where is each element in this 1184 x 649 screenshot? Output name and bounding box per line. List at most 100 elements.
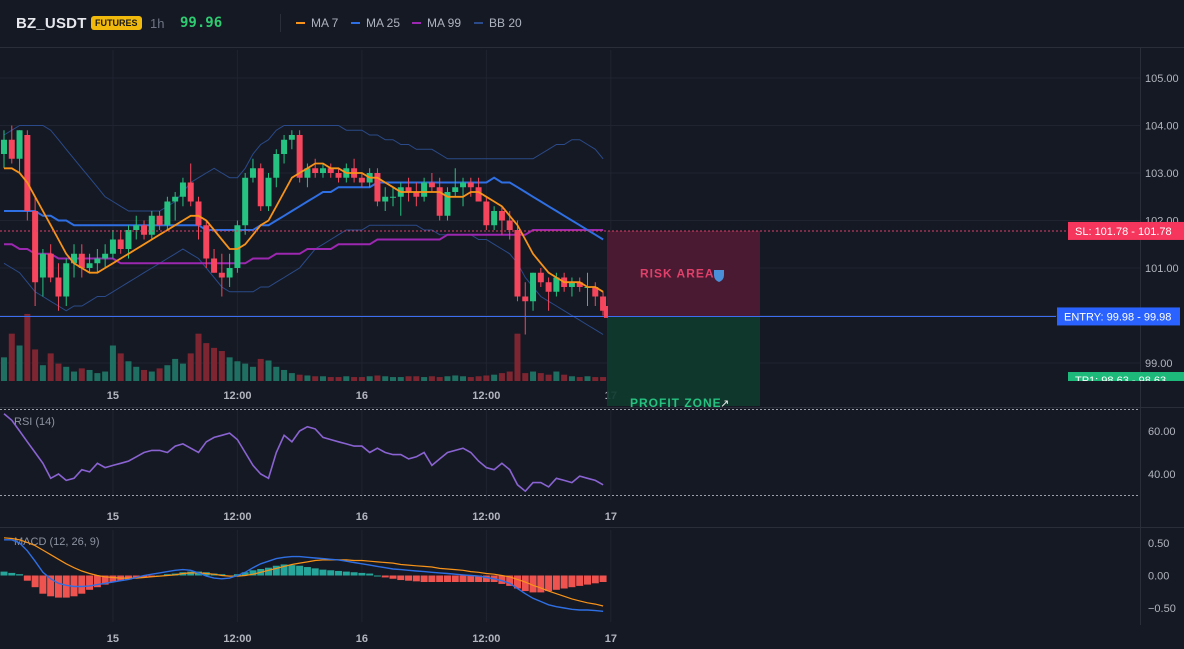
macd-axis-tick: −0.50 [1148,603,1176,615]
macd-histogram-bar [311,568,319,576]
price-axis-tick: 104.00 [1145,121,1179,133]
volume-bar [514,333,521,381]
candle-body [148,215,155,235]
ma7-line [4,162,604,293]
volume-bar [94,373,101,381]
macd-histogram-bar [451,575,459,582]
macd-histogram-bar [303,567,311,576]
macd-histogram-bar [288,565,296,576]
macd-histogram-bar [537,575,545,593]
macd-histogram-bar [280,564,288,576]
volume-bar [16,345,23,381]
volume-bar [1,357,7,381]
candle-body [530,272,537,302]
volume-bar [172,358,179,381]
volume-bar [545,374,552,381]
rsi-axis-tick: 40.00 [1148,469,1176,481]
macd-histogram-bar [62,575,70,598]
macd-histogram-bar [296,565,304,576]
stop-loss-tag-bg [1068,221,1184,240]
volume-bar [343,376,350,381]
macd-histogram-bar [23,575,31,581]
macd-histogram-bar [591,575,599,584]
volume-bar [164,365,171,381]
volume-bar [576,377,583,381]
macd-histogram-bar [498,575,506,584]
volume-bar [428,376,435,381]
risk-area-zone [607,230,760,317]
macd-histogram-bar [389,575,397,579]
symbol-name[interactable]: BZ_USDT [16,15,87,32]
candle-body [506,220,513,230]
take-profit-tag: TP1: 98.63 - 98.63 [1075,375,1166,387]
volume-bar [397,377,404,381]
time-axis-tick: 12:00 [472,390,500,402]
legend-bb20-label: BB 20 [489,16,522,30]
volume-bar [475,376,482,381]
macd-histogram-bar [373,575,381,577]
shield-icon [714,270,724,282]
volume-bar [460,376,467,381]
macd-histogram-bar [16,574,24,576]
candle-body [187,182,194,202]
candle-body [265,177,272,207]
volume-bar [234,361,241,381]
macd-histogram-bar [124,575,132,580]
futures-badge: FUTURES [91,16,142,30]
macd-axis-tick: 0.50 [1148,538,1169,550]
macd-histogram-bar [443,575,451,582]
candle-body [156,215,163,226]
macd-histogram-bar [163,574,171,576]
chart-marks: RISK AREA PROFIT ZONE↗ SL: 101.78 - 101.78… [0,125,1184,612]
volume-bar [133,366,140,381]
legend-bb20[interactable]: BB 20 [474,16,522,30]
candle-body [491,211,498,226]
macd-histogram-bar [412,575,420,582]
macd-histogram-bar [47,575,55,597]
volume-bar [273,366,280,381]
legend-ma99[interactable]: MA 99 [412,16,461,30]
macd-histogram-bar [366,573,374,576]
last-price: 99.96 [180,15,223,31]
volume-bar [226,357,233,381]
candle-body [24,135,31,211]
chart-header: BZ_USDT FUTURES 1h 99.96 MA 7 MA 25 MA 9… [0,0,1184,46]
macd-line [4,539,604,612]
legend-ma7[interactable]: MA 7 [296,16,338,30]
candle-body [226,268,233,278]
time-axis-tick: 12:00 [472,633,500,645]
volume-bar [506,371,513,381]
candle-body [568,282,575,287]
macd-histogram-bar [78,575,86,594]
volume-bar [530,371,537,381]
candle-body [444,192,451,216]
legend-ma25[interactable]: MA 25 [351,16,400,30]
volume-bar [335,377,342,381]
candle-body [109,239,116,254]
candle-body [545,282,552,292]
timeframe-selector[interactable]: 1h [150,16,165,31]
macd-title: MACD (12, 26, 9) [14,536,100,548]
volume-bar [312,376,319,381]
candle-body [234,225,241,268]
candle-body [211,258,218,273]
volume-bar [537,373,544,381]
current-price-marker [604,306,608,318]
volume-bar [86,369,93,381]
volume-bar [8,333,15,381]
candle-body [141,225,148,235]
candle-body [288,135,295,140]
candle-body [405,187,412,192]
candle-body [78,253,85,268]
macd-histogram-bar [599,575,607,582]
bollinger-lower-line [3,224,604,335]
candle-body [172,196,179,202]
candle-body [576,282,583,287]
time-axis-tick: 16 [356,511,368,523]
candle-body [452,187,459,192]
entry-tag: ENTRY: 99.98 - 99.98 [1064,311,1171,323]
candle-body [592,287,599,297]
volume-bar [179,363,186,381]
volume-bar [102,371,109,381]
